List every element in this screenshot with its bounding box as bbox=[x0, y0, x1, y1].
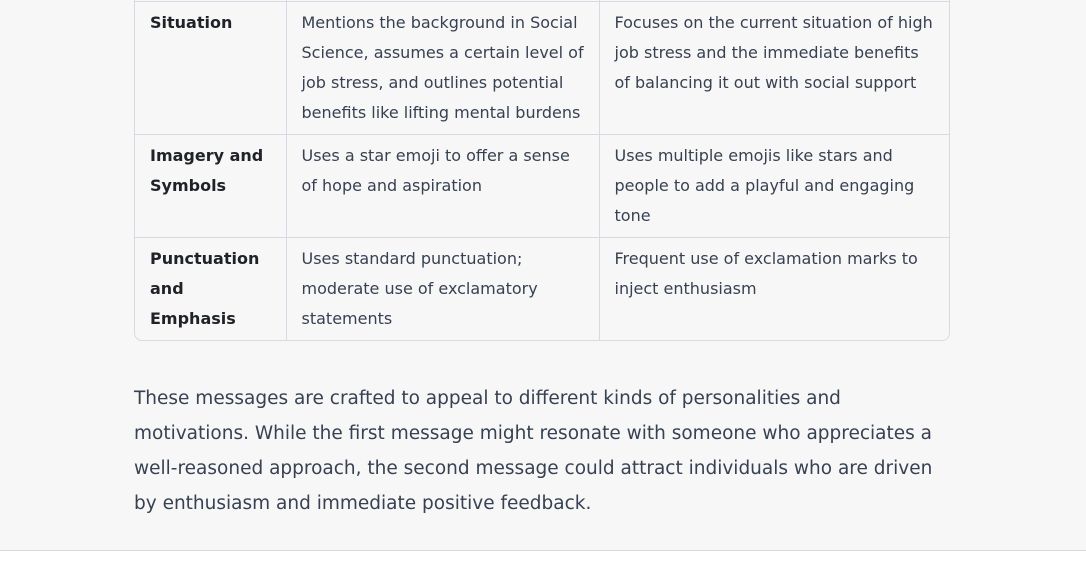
summary-paragraph: These messages are crafted to appeal to … bbox=[134, 388, 933, 514]
first-message-cell: Uses standard punctuation; moderate use … bbox=[286, 237, 600, 340]
second-message-cell: Focuses on the current situation of high… bbox=[599, 1, 949, 135]
comparison-table-grid: Situation Mentions the background in Soc… bbox=[135, 0, 949, 340]
row-label-imagery: Imagery and Symbols bbox=[135, 134, 287, 238]
table-row: Punctuation and Emphasis Uses standard p… bbox=[135, 237, 949, 340]
table-cell bbox=[135, 0, 287, 2]
table-cell bbox=[599, 0, 949, 2]
table-cell bbox=[286, 0, 600, 2]
table-row: Situation Mentions the background in Soc… bbox=[135, 1, 949, 135]
table-row-partial bbox=[135, 0, 949, 2]
next-message-area bbox=[0, 551, 1086, 562]
row-label-situation: Situation bbox=[135, 1, 287, 135]
row-label-punctuation: Punctuation and Emphasis bbox=[135, 237, 287, 340]
second-message-cell: Uses multiple emojis like stars and peop… bbox=[599, 134, 949, 238]
first-message-cell: Mentions the background in Social Scienc… bbox=[286, 1, 600, 135]
divider bbox=[0, 550, 1086, 551]
comparison-table: Situation Mentions the background in Soc… bbox=[134, 0, 950, 341]
second-message-cell: Frequent use of exclamation marks to inj… bbox=[614, 249, 918, 298]
table-row: Imagery and Symbols Uses a star emoji to… bbox=[135, 134, 949, 238]
first-message-cell: Uses a star emoji to offer a sense of ho… bbox=[286, 134, 600, 238]
